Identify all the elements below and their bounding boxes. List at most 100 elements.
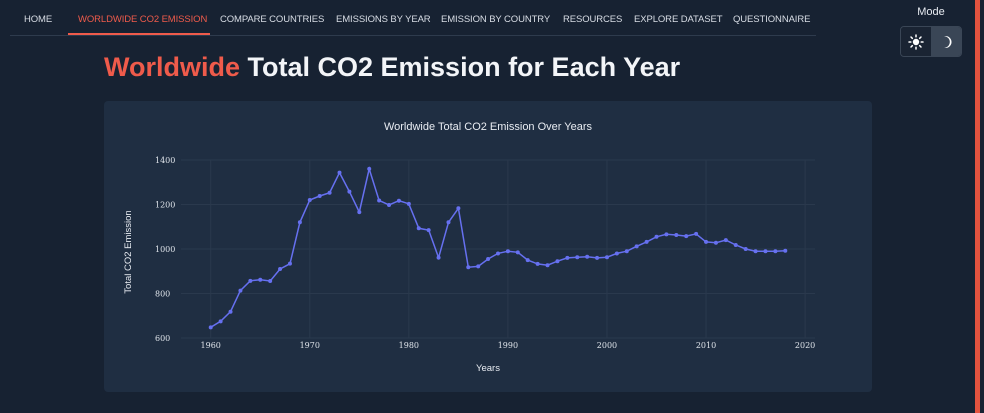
nav-compare-countries[interactable]: COMPARE COUNTRIES <box>220 14 325 25</box>
data-point <box>585 254 590 259</box>
light-mode-button[interactable] <box>901 27 931 56</box>
data-point <box>367 166 372 171</box>
data-point <box>486 257 491 262</box>
data-point <box>565 255 570 260</box>
data-point <box>228 309 233 314</box>
sun-icon <box>908 33 924 50</box>
data-point <box>644 239 649 244</box>
accent-bar <box>975 0 980 413</box>
data-point <box>604 255 609 260</box>
data-point <box>278 267 283 272</box>
data-point <box>525 258 530 263</box>
data-point <box>515 250 520 255</box>
data-point <box>337 170 342 175</box>
x-tick-label: 1970 <box>300 341 320 350</box>
data-point <box>416 226 421 231</box>
series-points <box>208 166 788 330</box>
data-point <box>357 210 362 215</box>
data-point <box>684 234 689 239</box>
active-tab-indicator <box>68 33 210 35</box>
data-point <box>654 234 659 239</box>
y-tick-label: 600 <box>155 334 170 343</box>
data-point <box>664 232 669 237</box>
chart-title: Worldwide Total CO2 Emission Over Years <box>383 121 593 133</box>
data-point <box>624 249 629 254</box>
y-tick-label: 1000 <box>155 245 175 254</box>
data-point <box>614 251 619 256</box>
x-tick-label: 1990 <box>498 341 518 350</box>
page-title: Worldwide Total CO2 Emission for Each Ye… <box>104 52 680 83</box>
data-point <box>634 244 639 249</box>
x-tick-label: 2000 <box>597 341 617 350</box>
data-point <box>456 206 461 211</box>
data-point <box>317 194 322 199</box>
nav-explore-dataset[interactable]: EXPLORE DATASET <box>634 14 723 25</box>
x-tick-label: 2020 <box>795 341 815 350</box>
data-point <box>575 255 580 260</box>
data-point <box>426 228 431 233</box>
data-point <box>773 249 778 254</box>
nav-resources[interactable]: RESOURCES <box>563 14 623 25</box>
mode-label: Mode <box>917 6 945 18</box>
chart-card: Worldwide Total CO2 Emission Over Years … <box>104 101 872 392</box>
dark-mode-button[interactable] <box>931 27 961 56</box>
data-point <box>704 239 709 244</box>
data-point <box>545 263 550 268</box>
data-point <box>258 277 263 282</box>
data-point <box>555 259 560 264</box>
data-point <box>733 242 738 247</box>
nav-worldwide-co2-emission[interactable]: WORLDWIDE CO2 EMISSION <box>78 14 208 25</box>
nav-home[interactable]: HOME <box>24 14 53 25</box>
data-point <box>466 265 471 270</box>
data-point <box>387 202 392 207</box>
y-tick-label: 800 <box>155 290 170 299</box>
data-point <box>307 198 312 203</box>
page-title-highlight: Worldwide <box>104 52 241 82</box>
y-axis-ticks: 600 800 1000 1200 1400 <box>155 156 175 343</box>
data-point <box>505 249 510 254</box>
x-axis-ticks: 1960 1970 1980 1990 2000 2010 2020 <box>201 341 816 350</box>
data-point <box>347 189 352 194</box>
data-point <box>476 264 481 269</box>
data-point <box>218 319 223 324</box>
data-point <box>743 247 748 251</box>
y-tick-label: 1200 <box>155 201 175 210</box>
nav-emissions-by-year[interactable]: EMISSIONS BY YEAR <box>336 14 431 25</box>
data-point <box>723 238 728 243</box>
mode-toggle <box>900 26 962 57</box>
x-tick-label: 1960 <box>201 341 221 350</box>
data-point <box>327 190 332 195</box>
data-point <box>396 198 401 203</box>
nav-emission-by-country[interactable]: EMISSION BY COUNTRY <box>441 14 551 25</box>
data-point <box>713 240 718 245</box>
x-axis-title: Years <box>476 363 500 374</box>
data-point <box>406 201 411 206</box>
data-point <box>297 220 302 225</box>
y-axis-title: Total CO2 Emission <box>123 210 134 293</box>
page-title-text: Total CO2 Emission for Each Year <box>240 52 681 82</box>
y-tick-label: 1400 <box>155 156 175 165</box>
x-tick-label: 1980 <box>399 341 419 350</box>
data-point <box>248 278 253 283</box>
data-point <box>595 255 600 260</box>
data-point <box>496 251 500 256</box>
data-point <box>436 255 441 260</box>
data-point <box>268 279 273 284</box>
data-point <box>783 248 788 253</box>
emission-line-chart: 1960 1970 1980 1990 2000 2010 2020 600 800 1000 1… <box>123 156 816 374</box>
data-point <box>287 261 292 266</box>
x-tick-label: 2010 <box>696 341 716 350</box>
nav-questionnaire[interactable]: QUESTIONNAIRE <box>733 14 811 25</box>
data-point <box>535 261 540 266</box>
top-nav: HOME WORLDWIDE CO2 EMISSION COMPARE COUN… <box>10 5 816 36</box>
data-point <box>208 325 213 330</box>
data-point <box>763 249 768 254</box>
data-point <box>377 198 382 203</box>
moon-icon <box>944 35 952 48</box>
series-line <box>210 166 786 328</box>
data-point <box>753 249 758 254</box>
data-point <box>674 232 679 237</box>
data-point <box>694 231 699 236</box>
chart-grid <box>181 159 815 339</box>
data-point <box>446 220 451 225</box>
